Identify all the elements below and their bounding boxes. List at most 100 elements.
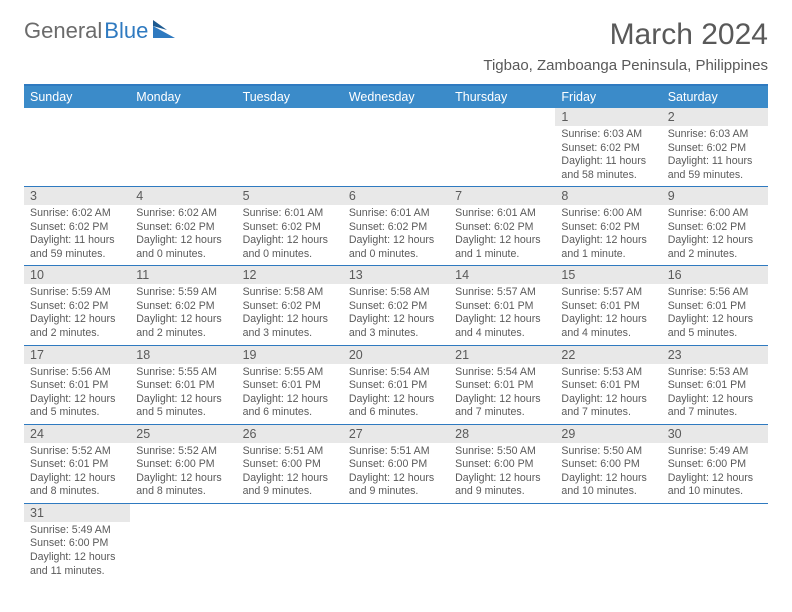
day-cell: 25Sunrise: 5:52 AMSunset: 6:00 PMDayligh… — [130, 425, 236, 503]
day-body: Sunrise: 6:01 AMSunset: 6:02 PMDaylight:… — [343, 205, 449, 265]
sunset-text: Sunset: 6:02 PM — [243, 221, 337, 235]
daylight-text: Daylight: 12 hours and 0 minutes. — [243, 234, 337, 261]
day-cell: 19Sunrise: 5:55 AMSunset: 6:01 PMDayligh… — [237, 346, 343, 424]
day-body: Sunrise: 5:58 AMSunset: 6:02 PMDaylight:… — [343, 284, 449, 344]
day-cell: 16Sunrise: 5:56 AMSunset: 6:01 PMDayligh… — [662, 266, 768, 344]
day-body: Sunrise: 5:52 AMSunset: 6:01 PMDaylight:… — [24, 443, 130, 503]
sunset-text: Sunset: 6:02 PM — [668, 142, 762, 156]
dow-cell: Sunday — [24, 86, 130, 108]
daylight-text: Daylight: 12 hours and 6 minutes. — [349, 393, 443, 420]
day-body: Sunrise: 5:54 AMSunset: 6:01 PMDaylight:… — [343, 364, 449, 424]
sunrise-text: Sunrise: 6:01 AM — [349, 207, 443, 221]
day-number: 26 — [237, 425, 343, 443]
day-body: Sunrise: 5:55 AMSunset: 6:01 PMDaylight:… — [130, 364, 236, 424]
day-cell — [343, 504, 449, 582]
day-body: Sunrise: 5:50 AMSunset: 6:00 PMDaylight:… — [555, 443, 661, 503]
day-cell: 29Sunrise: 5:50 AMSunset: 6:00 PMDayligh… — [555, 425, 661, 503]
sunrise-text: Sunrise: 5:56 AM — [668, 286, 762, 300]
day-cell: 13Sunrise: 5:58 AMSunset: 6:02 PMDayligh… — [343, 266, 449, 344]
day-number: 4 — [130, 187, 236, 205]
day-number: 22 — [555, 346, 661, 364]
daylight-text: Daylight: 12 hours and 1 minute. — [561, 234, 655, 261]
sunset-text: Sunset: 6:01 PM — [561, 379, 655, 393]
day-cell: 3Sunrise: 6:02 AMSunset: 6:02 PMDaylight… — [24, 187, 130, 265]
sunrise-text: Sunrise: 6:00 AM — [561, 207, 655, 221]
day-cell — [555, 504, 661, 582]
sunset-text: Sunset: 6:01 PM — [561, 300, 655, 314]
day-number: 11 — [130, 266, 236, 284]
daylight-text: Daylight: 12 hours and 2 minutes. — [668, 234, 762, 261]
week-row: 1Sunrise: 6:03 AMSunset: 6:02 PMDaylight… — [24, 108, 768, 187]
sunrise-text: Sunrise: 6:03 AM — [561, 128, 655, 142]
day-number: 15 — [555, 266, 661, 284]
sunset-text: Sunset: 6:02 PM — [349, 300, 443, 314]
dow-cell: Friday — [555, 86, 661, 108]
day-number: 8 — [555, 187, 661, 205]
day-cell: 15Sunrise: 5:57 AMSunset: 6:01 PMDayligh… — [555, 266, 661, 344]
day-cell — [237, 504, 343, 582]
sunset-text: Sunset: 6:02 PM — [561, 221, 655, 235]
day-body: Sunrise: 5:58 AMSunset: 6:02 PMDaylight:… — [237, 284, 343, 344]
sunset-text: Sunset: 6:00 PM — [30, 537, 124, 551]
daylight-text: Daylight: 12 hours and 1 minute. — [455, 234, 549, 261]
day-cell: 8 Sunrise: 6:00 AMSunset: 6:02 PMDaylight… — [555, 187, 661, 265]
day-body: Sunrise: 5:56 AMSunset: 6:01 PMDaylight:… — [24, 364, 130, 424]
dow-row: SundayMondayTuesdayWednesdayThursdayFrid… — [24, 86, 768, 108]
day-number: 16 — [662, 266, 768, 284]
day-cell: 31Sunrise: 5:49 AMSunset: 6:00 PMDayligh… — [24, 504, 130, 582]
daylight-text: Daylight: 12 hours and 2 minutes. — [136, 313, 230, 340]
day-cell: 22Sunrise: 5:53 AMSunset: 6:01 PMDayligh… — [555, 346, 661, 424]
day-cell: 7Sunrise: 6:01 AMSunset: 6:02 PMDaylight… — [449, 187, 555, 265]
month-title: March 2024 — [483, 18, 768, 51]
sunrise-text: Sunrise: 5:49 AM — [30, 524, 124, 538]
dow-cell: Wednesday — [343, 86, 449, 108]
sunset-text: Sunset: 6:01 PM — [455, 379, 549, 393]
day-number: 13 — [343, 266, 449, 284]
day-body: Sunrise: 5:53 AMSunset: 6:01 PMDaylight:… — [662, 364, 768, 424]
day-cell: 6Sunrise: 6:01 AMSunset: 6:02 PMDaylight… — [343, 187, 449, 265]
sunrise-text: Sunrise: 5:52 AM — [136, 445, 230, 459]
daylight-text: Daylight: 12 hours and 9 minutes. — [243, 472, 337, 499]
sunrise-text: Sunrise: 6:02 AM — [30, 207, 124, 221]
day-cell: 4Sunrise: 6:02 AMSunset: 6:02 PMDaylight… — [130, 187, 236, 265]
sunrise-text: Sunrise: 5:58 AM — [243, 286, 337, 300]
day-cell: 18Sunrise: 5:55 AMSunset: 6:01 PMDayligh… — [130, 346, 236, 424]
sunrise-text: Sunrise: 5:57 AM — [561, 286, 655, 300]
sunset-text: Sunset: 6:02 PM — [30, 221, 124, 235]
sunset-text: Sunset: 6:02 PM — [455, 221, 549, 235]
sunset-text: Sunset: 6:01 PM — [668, 300, 762, 314]
day-body: Sunrise: 5:50 AMSunset: 6:00 PMDaylight:… — [449, 443, 555, 503]
day-body: Sunrise: 5:57 AMSunset: 6:01 PMDaylight:… — [449, 284, 555, 344]
day-body: Sunrise: 6:00 AMSunset: 6:02 PMDaylight:… — [662, 205, 768, 265]
day-body: Sunrise: 5:49 AMSunset: 6:00 PMDaylight:… — [662, 443, 768, 503]
sunset-text: Sunset: 6:02 PM — [136, 300, 230, 314]
day-number: 17 — [24, 346, 130, 364]
day-cell: 10Sunrise: 5:59 AMSunset: 6:02 PMDayligh… — [24, 266, 130, 344]
sunset-text: Sunset: 6:00 PM — [561, 458, 655, 472]
daylight-text: Daylight: 12 hours and 4 minutes. — [455, 313, 549, 340]
day-cell: 28Sunrise: 5:50 AMSunset: 6:00 PMDayligh… — [449, 425, 555, 503]
day-cell — [130, 108, 236, 186]
sunrise-text: Sunrise: 6:02 AM — [136, 207, 230, 221]
sunset-text: Sunset: 6:00 PM — [243, 458, 337, 472]
daylight-text: Daylight: 12 hours and 3 minutes. — [349, 313, 443, 340]
sunset-text: Sunset: 6:01 PM — [136, 379, 230, 393]
day-body: Sunrise: 5:51 AMSunset: 6:00 PMDaylight:… — [237, 443, 343, 503]
sunrise-text: Sunrise: 5:59 AM — [136, 286, 230, 300]
sunset-text: Sunset: 6:02 PM — [30, 300, 124, 314]
day-number: 21 — [449, 346, 555, 364]
sunrise-text: Sunrise: 6:01 AM — [243, 207, 337, 221]
sunrise-text: Sunrise: 5:58 AM — [349, 286, 443, 300]
daylight-text: Daylight: 11 hours and 59 minutes. — [30, 234, 124, 261]
day-body: Sunrise: 5:52 AMSunset: 6:00 PMDaylight:… — [130, 443, 236, 503]
day-number: 30 — [662, 425, 768, 443]
sunset-text: Sunset: 6:01 PM — [349, 379, 443, 393]
sunset-text: Sunset: 6:01 PM — [243, 379, 337, 393]
daylight-text: Daylight: 12 hours and 0 minutes. — [136, 234, 230, 261]
sunrise-text: Sunrise: 5:50 AM — [455, 445, 549, 459]
daylight-text: Daylight: 12 hours and 10 minutes. — [561, 472, 655, 499]
day-cell: 9Sunrise: 6:00 AMSunset: 6:02 PMDaylight… — [662, 187, 768, 265]
day-number: 10 — [24, 266, 130, 284]
dow-cell: Thursday — [449, 86, 555, 108]
day-number: 23 — [662, 346, 768, 364]
